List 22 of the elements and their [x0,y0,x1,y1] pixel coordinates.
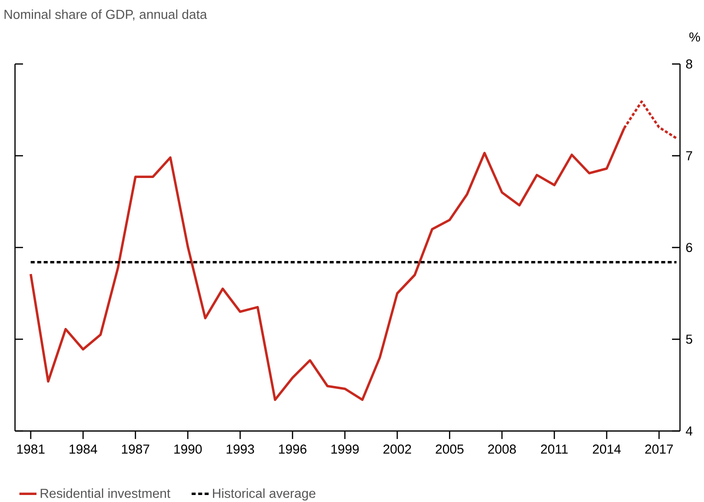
x-tick-label: 2008 [488,444,516,454]
x-tick-label: 1996 [279,444,306,454]
x-tick-label: 1981 [17,444,45,454]
x-tick-label: 1984 [70,444,98,454]
legend-label: Residential investment [40,488,170,498]
y-tick-label: 5 [686,334,692,344]
x-tick-label: 2014 [592,444,621,454]
x-tick-label: 2011 [541,444,568,454]
y-tick-label: 8 [686,59,692,69]
legend-label: Historical average [213,488,316,501]
x-tick-label: 2002 [383,444,412,454]
x-tick-label: 1990 [174,444,202,454]
y-tick-label: 7 [686,151,692,160]
x-tick-label: 2005 [436,444,464,454]
y-tick-label: 4 [686,426,692,436]
x-tick-label: 1993 [226,444,254,454]
x-tick-label: 2017 [645,444,673,454]
x-tick-label: 1987 [122,444,150,454]
x-tick-label: 1999 [331,444,359,454]
y-axis-title: % [689,32,700,42]
y-tick-label: 6 [686,242,692,252]
chart-title: Nominal share of GDP, annual data [4,9,208,21]
